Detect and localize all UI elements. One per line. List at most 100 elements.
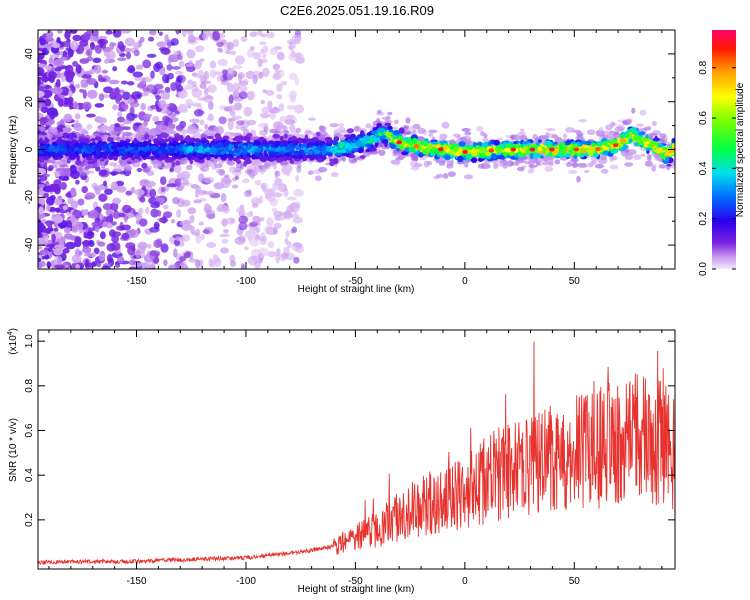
spectrogram-blob [568,145,573,151]
spectrogram-blob [111,144,118,150]
spectrogram-blob [72,101,78,109]
spectrogram-blob [191,102,202,107]
spectrogram-blob [262,146,267,150]
spectrogram-blob [584,169,590,174]
spectrogram-blob [275,254,280,264]
spectrogram-blob [401,151,409,156]
spectrogram-blob [597,157,608,165]
spectrogram-blob [41,89,53,99]
spectrogram-blob [206,242,217,248]
spectrogram-blob [267,241,275,249]
spectrogram-blob [430,141,438,145]
spectrogram-blob [174,178,182,187]
spectrogram-blob [120,46,125,52]
spectrogram-blob [149,30,157,36]
spectrogram-blob [68,100,73,110]
spectrogram-blob [410,165,420,171]
spectrogram-blob [631,131,639,135]
spectrogram-blob [122,118,132,125]
spectrogram-blob [209,147,218,153]
spectrogram-blob [138,157,142,161]
spectrogram-blob [223,174,230,179]
spectrogram-blob [59,120,65,125]
spectrogram-blob [287,154,293,158]
spectrogram-blob [44,155,51,160]
spectrogram-blob [38,186,44,195]
spectrogram-blob [146,53,157,58]
spectrogram-blob [234,175,239,180]
spectrogram-blob [330,172,339,178]
spectrogram-blob [177,107,189,114]
spectrogram-blob [377,109,382,114]
spectrogram-blob [215,169,225,174]
spectrogram-blob [267,100,273,109]
spectrogram-blob [438,150,445,154]
spectrogram-blob [43,150,50,156]
spectrogram-blob [348,154,356,159]
spectrogram-blob [38,183,44,188]
spectrogram-blob [285,146,291,151]
spectrogram-blob [269,128,278,134]
spectrogram-blob [207,155,211,161]
spectrogram-blob [276,83,283,92]
spectrogram-blob [253,140,261,146]
spectrogram-blob [250,46,255,51]
spectrogram-blob [287,241,292,249]
spectrogram-blob [458,141,466,147]
spectrogram-blob [262,45,269,54]
spectrogram-blob [283,133,288,139]
spectrogram-blob [464,131,472,136]
spectrogram-blob [71,225,78,232]
spectrogram-blob [63,90,69,96]
spectrogram-blob [271,207,278,212]
spectrogram-blob [127,245,136,256]
spectrogram-blob [51,233,56,243]
spectrogram-blob [207,84,217,93]
spectrogram-blob [122,204,132,214]
spectrogram-blob [209,60,217,69]
spectrogram-blob [529,152,534,160]
spectrogram-blob [318,125,325,131]
spectrogram-blob [571,151,576,156]
spectrogram-blob [216,74,223,82]
spectrogram-blob [533,153,537,159]
spectrogram-blob [159,217,169,224]
spectrogram-blob [280,161,288,165]
spectrogram-blob [651,121,657,126]
spectrogram-blob [98,93,105,102]
spectrogram-blob [132,71,144,78]
spectrogram-blob [124,152,129,160]
spectrogram-blob [135,250,141,259]
spectrogram-blob [117,112,123,117]
spectrogram-blob [152,115,160,122]
spectrogram-blob [134,188,145,196]
spectrogram-blob [336,149,343,153]
spectrogram-blob [493,162,499,170]
spectrogram-blob [116,185,127,193]
spectrogram-blob [184,84,193,90]
spectrogram-blob [146,170,155,177]
spectrogram-blob [446,160,452,167]
spectrogram-blob [228,94,234,104]
spectrogram-blob [86,124,93,130]
spectrogram-blob [81,73,92,79]
spectrogram-blob [529,158,537,163]
spectrogram-blob [343,134,351,138]
spectrogram-blob [472,142,477,147]
spectrogram-blob [600,168,609,174]
spectrogram-blob [544,166,554,172]
spectrogram-blob [336,132,342,138]
spectrogram-blob [78,136,83,140]
spectrogram-blob [212,31,221,41]
spectrogram-blob [387,111,393,116]
spectrogram-blob [497,137,504,141]
spectrogram-blob [243,190,252,198]
spectrogram-blob [89,68,95,75]
spectrogram-blob [463,174,473,180]
spectrogram-blob [115,138,122,142]
spectrogram-blob [259,58,268,64]
spectrogram-blob [335,151,342,156]
spectrogram-blob [634,142,639,147]
spectrogram-blob [171,161,176,168]
spectrogram-blob [58,139,64,144]
